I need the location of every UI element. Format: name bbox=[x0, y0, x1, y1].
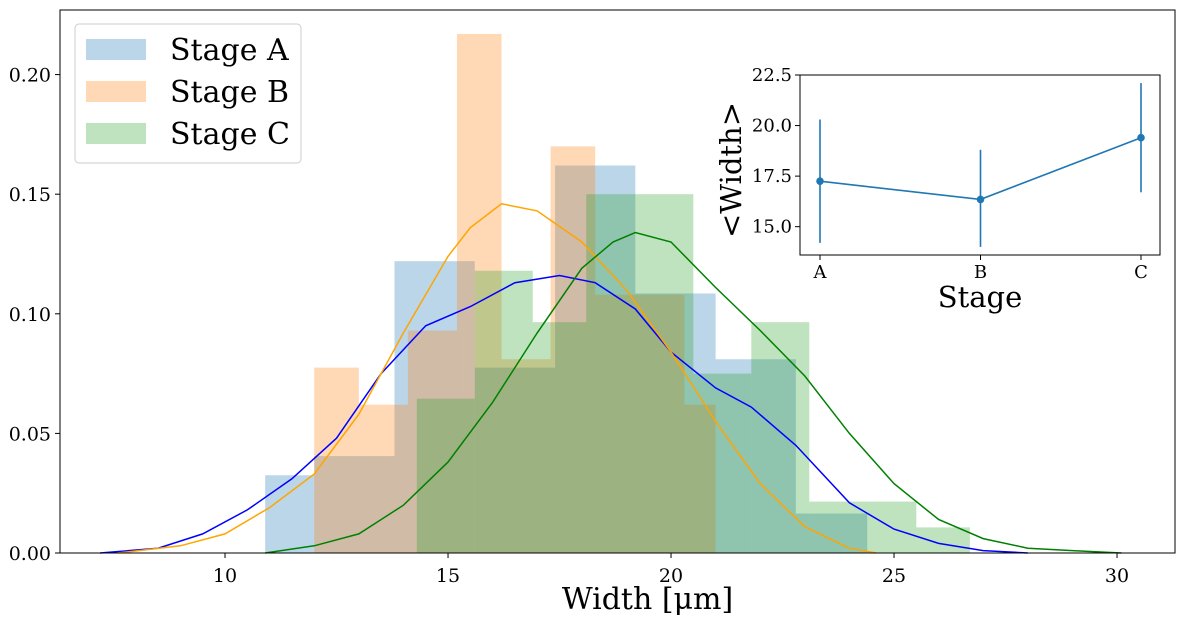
kde-curve-2 bbox=[117, 202, 877, 554]
legend-label-2: Stage B bbox=[170, 75, 289, 110]
inset-y-ticks: 15.0 17.5 20.0 22.5 bbox=[752, 65, 800, 238]
main-x-axis-label: Width [μm] bbox=[562, 582, 733, 617]
hist-bar-1-5 bbox=[555, 165, 636, 553]
inset-x-axis-label: Stage bbox=[938, 280, 1023, 314]
kde-curve-3 bbox=[265, 231, 1122, 554]
inset-point-B bbox=[976, 195, 985, 204]
y-tick-label-4: 0.15 bbox=[9, 184, 51, 206]
main-plot-frame bbox=[59, 9, 1176, 554]
legend-swatch-3 bbox=[86, 123, 146, 144]
inset-x-tick-label-C: C bbox=[1134, 262, 1148, 283]
hist-bar-3-10 bbox=[916, 527, 970, 553]
x-tick-label-5: 30 bbox=[1105, 565, 1129, 587]
inset-mean-points bbox=[816, 133, 1145, 204]
y-tick-label-1: 0.00 bbox=[9, 543, 51, 565]
hist-bar-3-6 bbox=[693, 373, 752, 553]
inset-y-tick-label-1: 15.0 bbox=[752, 217, 792, 238]
hist-bar-3-1 bbox=[416, 398, 475, 553]
x-tick-label-2: 15 bbox=[436, 565, 460, 587]
kde-curve-1 bbox=[100, 274, 1028, 554]
y-tick-label-5: 0.20 bbox=[9, 65, 51, 87]
inset-y-tick-label-4: 22.5 bbox=[752, 65, 792, 86]
main-kde-curves bbox=[100, 202, 1122, 554]
hist-bar-2-6 bbox=[550, 146, 596, 553]
inset-point-C bbox=[1137, 133, 1145, 142]
inset-x-tick-label-B: B bbox=[974, 262, 987, 283]
hist-bar-2-8 bbox=[639, 294, 685, 553]
y-tick-label-3: 0.10 bbox=[9, 304, 51, 326]
legend-label-3: Stage C bbox=[170, 117, 290, 152]
legend-label-1: Stage A bbox=[170, 33, 289, 68]
inset-x-tick-label-A: A bbox=[813, 262, 828, 283]
inset-chart: A B C 15.0 17.5 20.0 22.5 Stage <Width> bbox=[714, 65, 1161, 314]
hist-bar-2-5 bbox=[501, 359, 551, 553]
x-tick-label-1: 10 bbox=[213, 565, 237, 587]
hist-bar-1-1 bbox=[265, 475, 315, 553]
inset-point-A bbox=[816, 177, 824, 185]
legend-frame bbox=[74, 23, 302, 164]
hist-bar-2-1 bbox=[314, 367, 359, 553]
hist-bar-1-8 bbox=[795, 513, 868, 553]
main-x-ticks: 10 15 20 25 30 bbox=[213, 553, 1129, 587]
hist-bar-3-8 bbox=[809, 501, 868, 553]
inset-y-tick-label-2: 17.5 bbox=[752, 166, 792, 187]
x-tick-label-3: 20 bbox=[659, 565, 683, 587]
hist-bar-3-4 bbox=[586, 194, 636, 553]
x-tick-label-4: 25 bbox=[882, 565, 906, 587]
inset-x-ticks: A B C bbox=[813, 255, 1148, 283]
legend-items: Stage A Stage B Stage C bbox=[86, 33, 290, 152]
legend: Stage A Stage B Stage C bbox=[74, 23, 302, 164]
hist-bar-2-3 bbox=[407, 330, 457, 553]
inset-y-axis-label: <Width> bbox=[714, 102, 748, 238]
legend-swatch-1 bbox=[86, 39, 146, 60]
hist-bar-2-2 bbox=[358, 404, 408, 553]
legend-swatch-2 bbox=[86, 81, 146, 102]
hist-bar-3-3 bbox=[532, 322, 587, 553]
hist-bar-1-4 bbox=[474, 367, 556, 553]
inset-y-tick-label-3: 20.0 bbox=[752, 116, 792, 137]
hist-bar-1-2 bbox=[314, 456, 395, 553]
hist-bar-2-9 bbox=[684, 404, 716, 553]
y-tick-label-2: 0.05 bbox=[9, 423, 51, 445]
main-y-ticks: 0.00 0.05 0.10 0.15 0.20 bbox=[9, 65, 60, 565]
hist-bar-3-7 bbox=[751, 322, 810, 553]
hist-bar-3-2 bbox=[474, 270, 533, 553]
hist-bar-1-6 bbox=[635, 293, 716, 553]
hist-bar-2-7 bbox=[595, 294, 640, 553]
main-histogram-bars bbox=[265, 33, 970, 553]
hist-bar-1-7 bbox=[715, 359, 796, 553]
